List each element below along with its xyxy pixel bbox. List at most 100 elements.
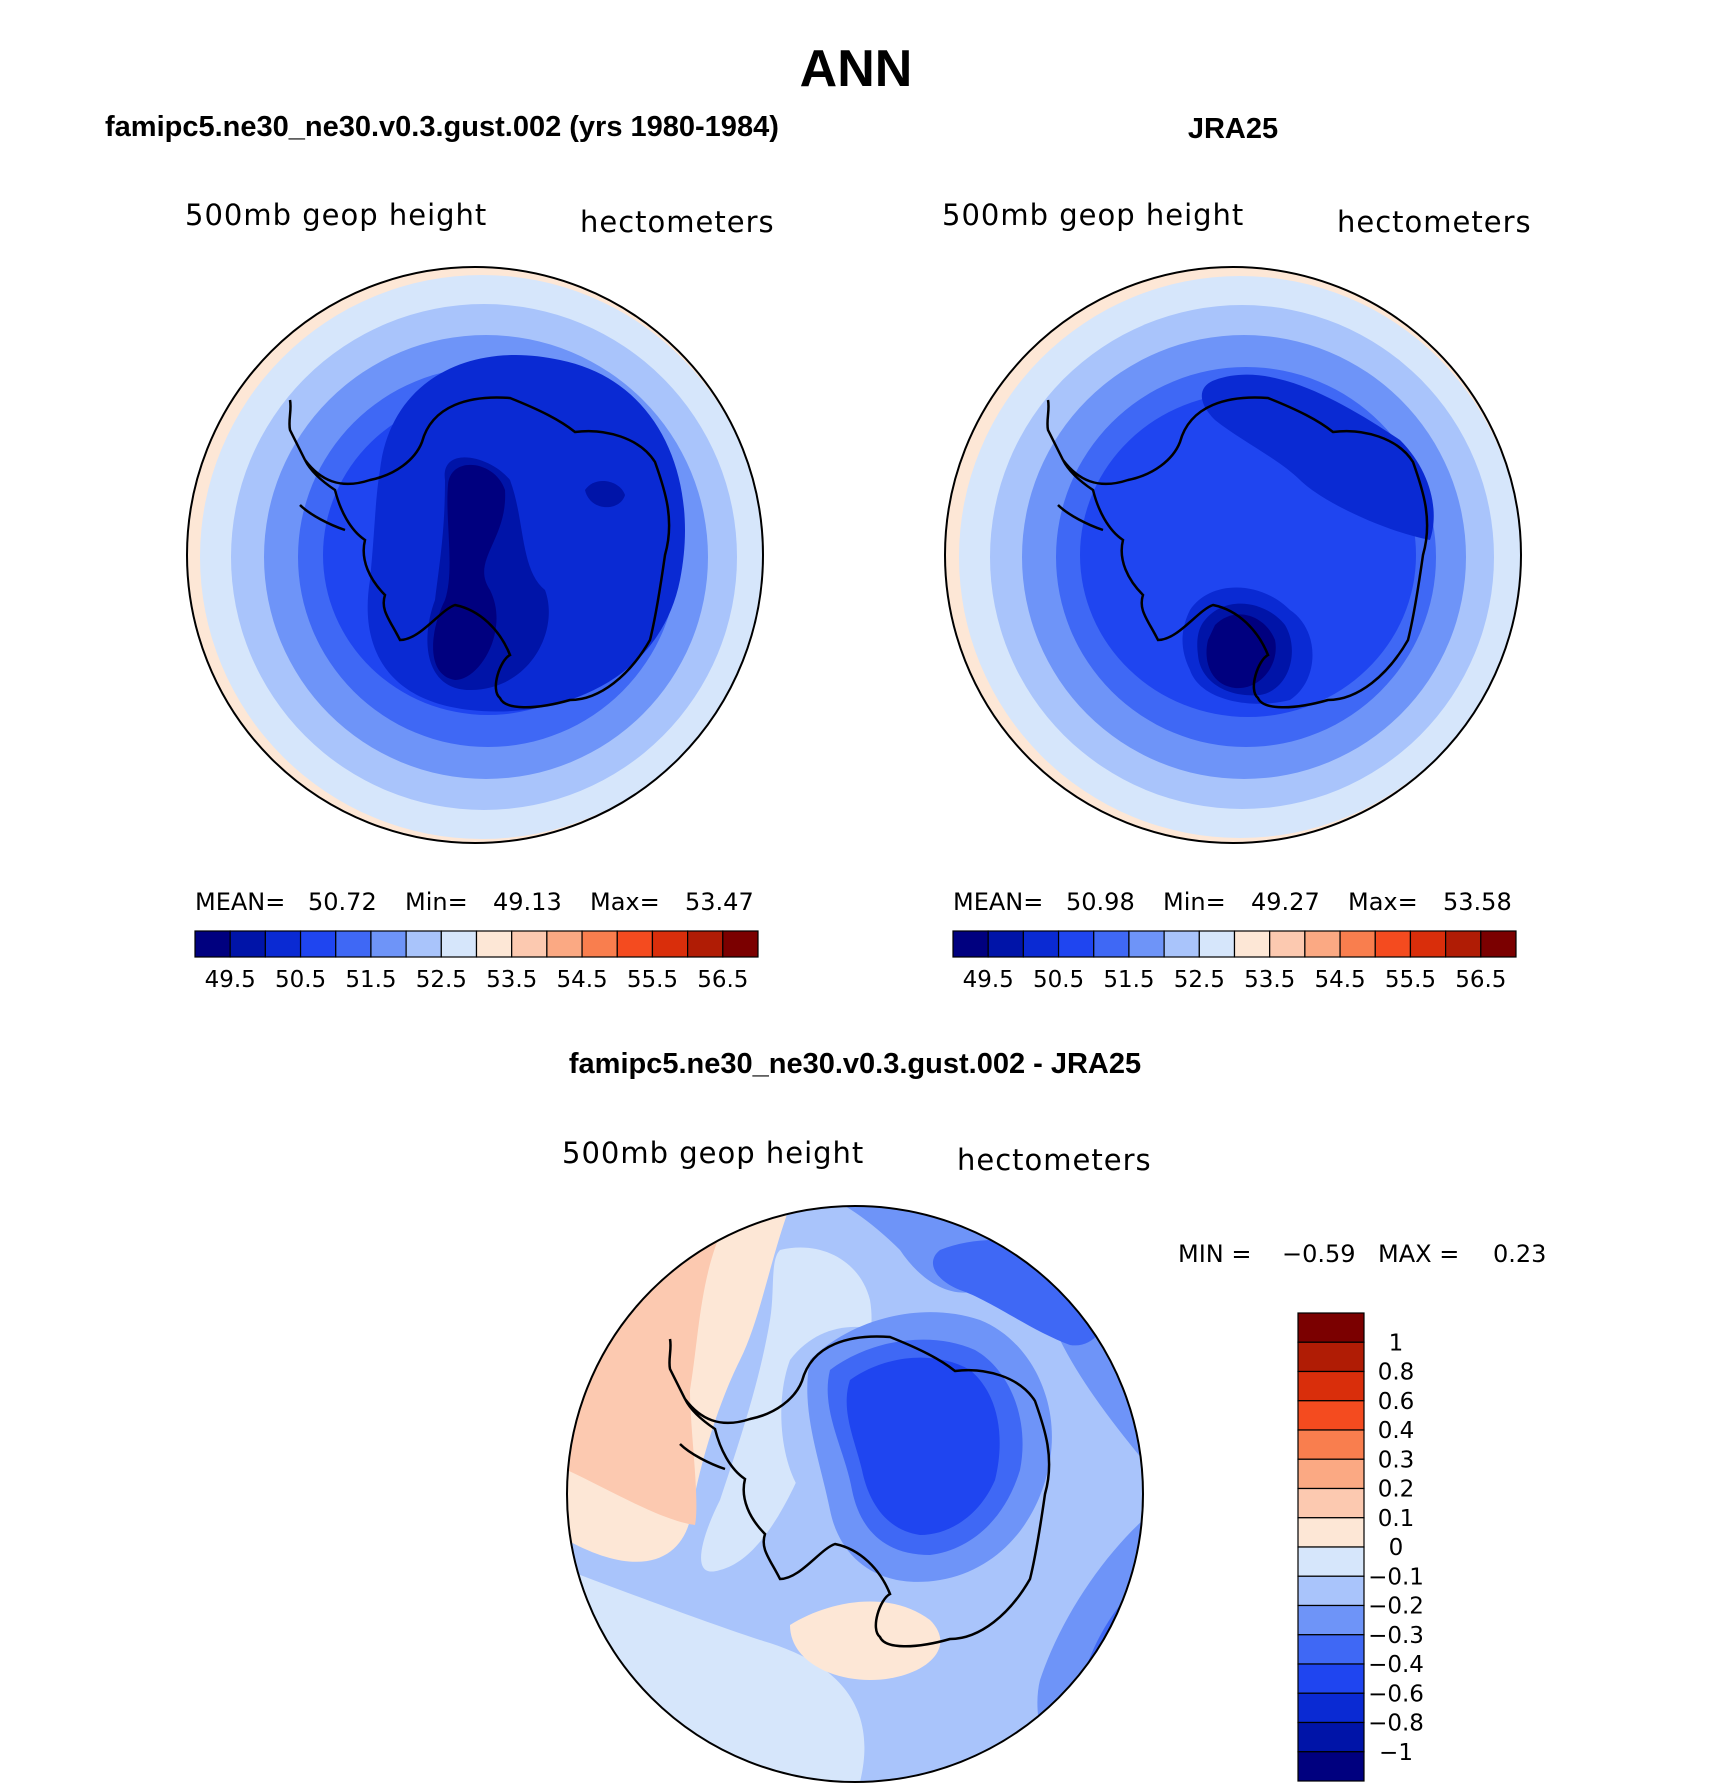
colorbar-swatch (581, 930, 618, 958)
colorbar-tick-label: 0 (1389, 1535, 1404, 1561)
contour-model-50-b (585, 480, 625, 508)
map-diff (567, 1206, 1143, 1782)
colorbar-swatch (1233, 930, 1271, 958)
coastline-model-peninsula (288, 399, 346, 532)
colorbar-swatch (1163, 930, 1200, 958)
contour-model-49-5 (433, 464, 506, 680)
panel-model-variable: 500mb geop height (185, 198, 487, 232)
colorbar-swatch (1297, 1341, 1365, 1373)
colorbar-swatch (1480, 930, 1517, 958)
stats-obs-mean: 50.98 (1066, 888, 1135, 916)
colorbar-tick-label: 50.5 (1033, 967, 1084, 993)
colorbar-tick-label: 56.5 (697, 967, 748, 993)
colorbar-swatch (370, 930, 407, 958)
colorbar-swatch (1297, 1517, 1365, 1548)
colorbar-tick-label: 0.1 (1378, 1506, 1415, 1532)
panel-diff: famipc5.ne30_ne30.v0.3.gust.002 - JRA25 … (562, 1048, 1546, 1783)
colorbar-tick-label: −0.4 (1368, 1652, 1424, 1678)
colorbar-swatch (440, 930, 478, 958)
colorbar-swatch (1057, 930, 1095, 958)
colorbar-swatch (546, 930, 583, 958)
colorbar-tick-label: 49.5 (205, 967, 256, 993)
colorbar-swatch (1269, 930, 1306, 958)
stats-obs-max-label: Max= (1348, 888, 1418, 916)
panel-obs-variable: 500mb geop height (942, 198, 1244, 232)
colorbar-tick-label: 52.5 (1174, 967, 1225, 993)
colorbar-tick-label: 53.5 (1244, 967, 1295, 993)
panel-model: famipc5.ne30_ne30.v0.3.gust.002 (yrs 198… (105, 111, 779, 993)
stats-obs-min: 49.27 (1251, 888, 1320, 916)
colorbar-tick-label: 53.5 (486, 967, 537, 993)
map-obs (945, 267, 1521, 843)
stats-obs-max: 53.58 (1443, 888, 1512, 916)
panel-obs-units: hectometers (1337, 205, 1532, 239)
colorbar-swatch (1297, 1721, 1365, 1753)
colorbar-swatch (1297, 1312, 1365, 1343)
colorbar-swatch (1297, 1546, 1365, 1577)
panel-diff-variable: 500mb geop height (562, 1136, 864, 1170)
colorbar-tick-label: 50.5 (275, 967, 326, 993)
colorbar-tick-label: 54.5 (556, 967, 607, 993)
stats-model-max-label: Max= (590, 888, 660, 916)
colorbar-swatch (475, 930, 513, 958)
contour-diff-neg-0-6 (846, 1357, 1000, 1535)
coastline-diff-peninsula (668, 1338, 726, 1471)
colorbar-tick-label: 0.4 (1378, 1418, 1415, 1444)
colorbar-tick-label: 0.6 (1378, 1389, 1415, 1415)
colorbar-swatch (1297, 1692, 1365, 1724)
colorbar-tick-label: 52.5 (416, 967, 467, 993)
panel-model-title: famipc5.ne30_ne30.v0.3.gust.002 (yrs 198… (105, 111, 779, 143)
colorbar-swatch (1445, 930, 1482, 958)
colorbar-swatch (987, 930, 1024, 958)
colorbar-swatch (722, 930, 759, 958)
colorbar-tick-label: −0.6 (1368, 1681, 1424, 1707)
stats-model-mean: 50.72 (308, 888, 377, 916)
panel-model-units: hectometers (580, 205, 775, 239)
colorbar-model: 49.5 50.5 51.5 52.5 53.5 54.5 55.5 56.5 (194, 930, 759, 993)
figure-title: ANN (800, 40, 913, 98)
stats-model-min: 49.13 (493, 888, 562, 916)
coastline-obs (1061, 396, 1429, 709)
panel-obs-title: JRA25 (1188, 113, 1278, 145)
colorbar-diff: 1 0.8 0.6 0.4 0.3 0.2 0.1 0 −0.1 −0.2 −0.3 −0.4 −0.6… (1297, 1312, 1424, 1782)
stats-model-mean-label: MEAN= (195, 888, 285, 916)
colorbar-swatch (1297, 1604, 1365, 1636)
colorbar-swatch (616, 930, 654, 958)
colorbar-tick-label: 49.5 (963, 967, 1014, 993)
colorbar-swatch (1297, 1487, 1365, 1519)
colorbar-swatch (1304, 930, 1341, 958)
colorbar-swatch (687, 930, 724, 958)
colorbar-swatch (1297, 1663, 1365, 1694)
colorbar-tick-label: −1 (1379, 1740, 1413, 1766)
colorbar-swatch (229, 930, 266, 958)
map-model-border (186, 266, 764, 844)
colorbar-tick-label: 54.5 (1314, 967, 1365, 993)
contour-obs-50-5 (1201, 374, 1434, 540)
colorbar-tick-label: 51.5 (1103, 967, 1154, 993)
stats-diff-max-label: MAX = (1378, 1240, 1459, 1268)
stats-obs-min-label: Min= (1163, 888, 1226, 916)
colorbar-swatch (1297, 1634, 1365, 1665)
coastline-diff (683, 1335, 1051, 1648)
coastline-model (303, 396, 671, 709)
stats-model-max: 53.47 (685, 888, 754, 916)
colorbar-swatch (264, 930, 302, 958)
colorbar-tick-label: 56.5 (1455, 967, 1506, 993)
colorbar-tick-label: 55.5 (1385, 967, 1436, 993)
panel-obs: JRA25 500mb geop height hectometers MEAN… (942, 113, 1532, 993)
contour-diff-pos-0-1-b (790, 1601, 941, 1680)
colorbar-swatch (299, 930, 337, 958)
colorbar-tick-label: −0.1 (1368, 1564, 1424, 1590)
colorbar-swatch (335, 930, 372, 958)
colorbar-swatch (1297, 1429, 1365, 1460)
colorbar-tick-label: 1 (1389, 1330, 1404, 1356)
contour-diff-neg-0-3-c (567, 1640, 622, 1782)
colorbar-swatch (1128, 930, 1165, 958)
colorbar-swatch (405, 930, 442, 958)
colorbar-swatch (1409, 930, 1447, 958)
colorbar-swatch (511, 930, 548, 958)
colorbar-tick-label: −0.3 (1368, 1623, 1424, 1649)
colorbar-tick-label: −0.8 (1368, 1711, 1424, 1737)
colorbar-tick-label: −0.2 (1368, 1594, 1424, 1620)
